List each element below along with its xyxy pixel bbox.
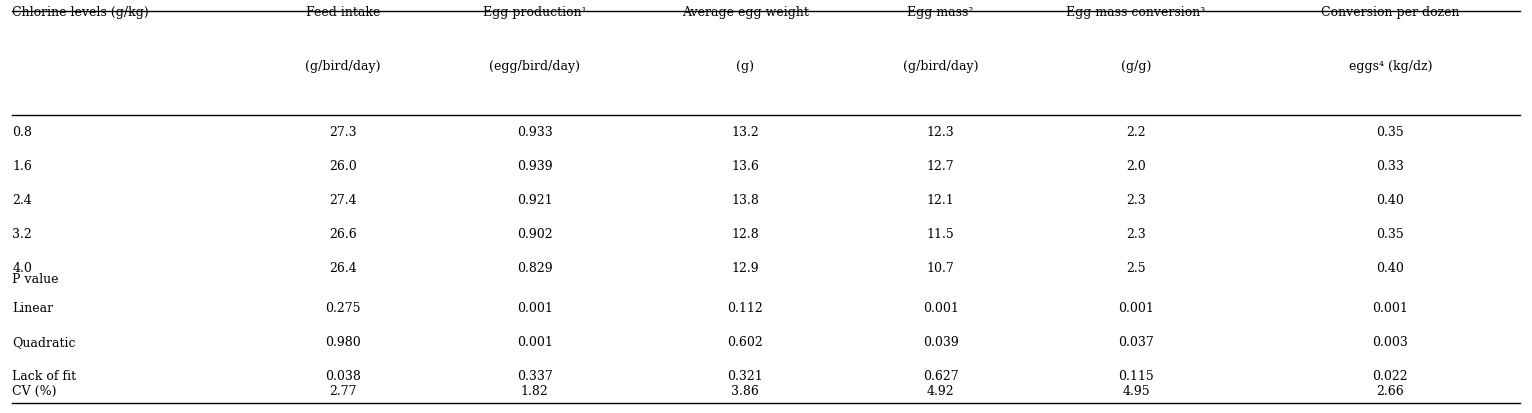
Text: (egg/bird/day): (egg/bird/day) [489,60,581,73]
Text: Average egg weight: Average egg weight [682,6,809,19]
Text: 12.9: 12.9 [731,261,760,274]
Text: Feed intake: Feed intake [306,6,380,19]
Text: 0.001: 0.001 [1373,301,1408,314]
Text: Egg mass conversion³: Egg mass conversion³ [1066,6,1206,19]
Text: (g/g): (g/g) [1121,60,1151,73]
Text: 0.980: 0.980 [325,335,362,348]
Text: 2.5: 2.5 [1126,261,1146,274]
Text: 26.6: 26.6 [329,228,357,240]
Text: 0.939: 0.939 [516,160,553,173]
Text: (g/bird/day): (g/bird/day) [305,60,381,73]
Text: Lack of fit: Lack of fit [12,369,77,382]
Text: 0.037: 0.037 [1118,335,1154,348]
Text: 0.038: 0.038 [325,369,362,382]
Text: 12.8: 12.8 [731,228,760,240]
Text: 2.2: 2.2 [1126,126,1146,139]
Text: 13.8: 13.8 [731,194,760,206]
Text: 0.321: 0.321 [728,369,763,382]
Text: 2.77: 2.77 [329,384,357,397]
Text: 2.3: 2.3 [1126,228,1146,240]
Text: Chlorine levels (g/kg): Chlorine levels (g/kg) [12,6,149,19]
Text: 13.2: 13.2 [731,126,760,139]
Text: 4.95: 4.95 [1121,384,1151,397]
Text: 0.33: 0.33 [1376,160,1405,173]
Text: 2.66: 2.66 [1376,384,1405,397]
Text: P value: P value [12,273,58,285]
Text: 12.7: 12.7 [927,160,954,173]
Text: 0.829: 0.829 [516,261,553,274]
Text: 2.0: 2.0 [1126,160,1146,173]
Text: 0.001: 0.001 [516,335,553,348]
Text: 1.6: 1.6 [12,160,32,173]
Text: 0.902: 0.902 [516,228,553,240]
Text: 26.0: 26.0 [329,160,357,173]
Text: 0.602: 0.602 [728,335,763,348]
Text: 3.86: 3.86 [731,384,760,397]
Text: 10.7: 10.7 [927,261,954,274]
Text: eggs⁴ (kg/dz): eggs⁴ (kg/dz) [1348,60,1432,73]
Text: 0.001: 0.001 [516,301,553,314]
Text: 0.112: 0.112 [728,301,763,314]
Text: Egg mass²: Egg mass² [907,6,974,19]
Text: 12.1: 12.1 [927,194,954,206]
Text: 13.6: 13.6 [731,160,760,173]
Text: 0.003: 0.003 [1373,335,1408,348]
Text: 0.275: 0.275 [325,301,362,314]
Text: 0.40: 0.40 [1376,194,1405,206]
Text: 3.2: 3.2 [12,228,32,240]
Text: 0.001: 0.001 [1118,301,1154,314]
Text: 27.3: 27.3 [329,126,357,139]
Text: Conversion per dozen: Conversion per dozen [1321,6,1460,19]
Text: 26.4: 26.4 [329,261,357,274]
Text: CV (%): CV (%) [12,384,57,397]
Text: 0.337: 0.337 [516,369,553,382]
Text: Egg production¹: Egg production¹ [483,6,587,19]
Text: 4.92: 4.92 [927,384,954,397]
Text: 0.115: 0.115 [1118,369,1154,382]
Text: 0.35: 0.35 [1376,228,1405,240]
Text: 0.921: 0.921 [516,194,553,206]
Text: 2.4: 2.4 [12,194,32,206]
Text: 27.4: 27.4 [329,194,357,206]
Text: 0.933: 0.933 [516,126,553,139]
Text: 2.3: 2.3 [1126,194,1146,206]
Text: Linear: Linear [12,301,54,314]
Text: 0.627: 0.627 [922,369,959,382]
Text: 0.35: 0.35 [1376,126,1405,139]
Text: (g/bird/day): (g/bird/day) [902,60,979,73]
Text: 0.40: 0.40 [1376,261,1405,274]
Text: 0.8: 0.8 [12,126,32,139]
Text: 0.039: 0.039 [922,335,959,348]
Text: 12.3: 12.3 [927,126,954,139]
Text: (g): (g) [737,60,754,73]
Text: 1.82: 1.82 [521,384,548,397]
Text: Quadratic: Quadratic [12,335,75,348]
Text: 11.5: 11.5 [927,228,954,240]
Text: 0.022: 0.022 [1373,369,1408,382]
Text: 0.001: 0.001 [922,301,959,314]
Text: 4.0: 4.0 [12,261,32,274]
